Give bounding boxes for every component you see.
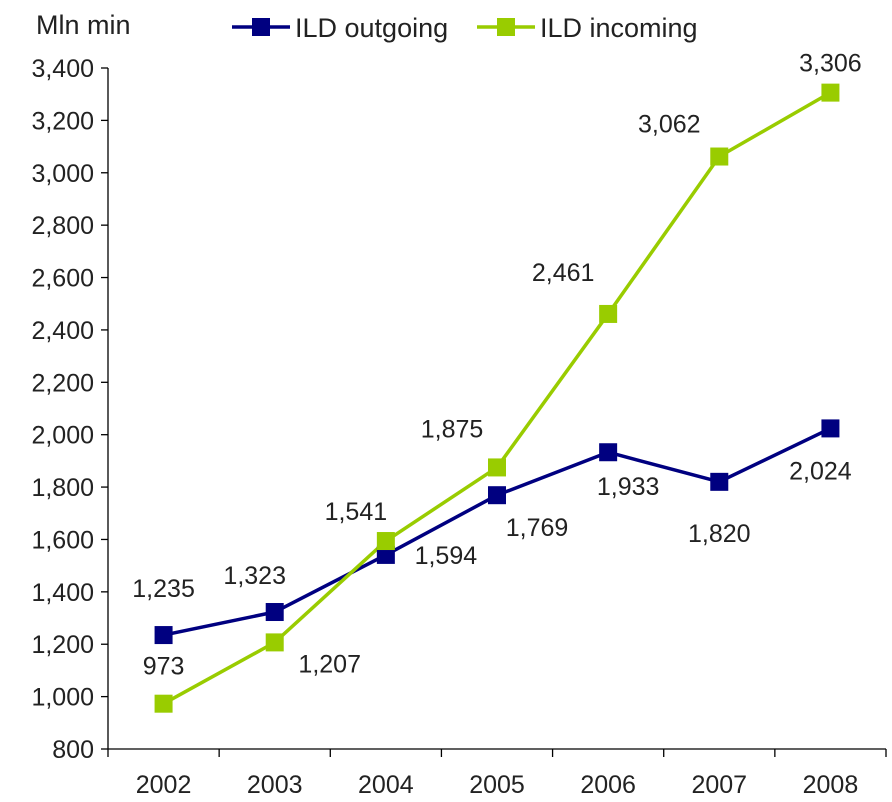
data-label: 1,875 xyxy=(421,415,484,443)
data-point-marker xyxy=(710,147,729,166)
data-point-marker xyxy=(154,626,173,645)
data-point-marker xyxy=(265,603,284,622)
x-tick-label: 2007 xyxy=(691,771,747,799)
x-tick-label: 2008 xyxy=(803,771,859,799)
data-point-marker xyxy=(154,694,173,713)
legend: ILD outgoing ILD incoming xyxy=(232,13,698,43)
y-tick-label: 2,200 xyxy=(31,369,94,397)
data-label: 1,769 xyxy=(506,514,569,542)
unit-label: Mln min xyxy=(36,10,131,40)
y-tick-label: 1,000 xyxy=(31,684,94,712)
data-point-marker xyxy=(710,472,729,491)
data-label: 1,235 xyxy=(132,575,195,603)
data-label: 973 xyxy=(143,653,185,681)
series-line-1 xyxy=(162,91,832,706)
legend-label-1: ILD incoming xyxy=(540,13,698,43)
y-tick-label: 800 xyxy=(52,736,94,764)
data-label: 1,933 xyxy=(597,473,660,501)
data-label: 2,461 xyxy=(532,259,595,287)
y-tick-label: 2,000 xyxy=(31,422,94,450)
data-point-marker xyxy=(488,486,506,505)
data-point-marker xyxy=(599,443,618,462)
data-label: 1,541 xyxy=(325,498,388,526)
y-tick-label: 3,400 xyxy=(31,55,94,83)
data-label: 1,594 xyxy=(415,542,478,570)
data-point-marker xyxy=(821,83,840,102)
data-label: 3,306 xyxy=(799,50,862,78)
axes: 800 1,000 1,200 1,400 1,600 1,800 2,000 2,200 2,… xyxy=(31,55,887,799)
x-tick-label: 2005 xyxy=(469,771,525,799)
legend-label-0: ILD outgoing xyxy=(295,13,448,43)
y-tick-label: 2,800 xyxy=(31,212,94,240)
data-label: 1,323 xyxy=(223,562,286,590)
data-point-marker xyxy=(376,532,395,551)
data-point-marker xyxy=(376,545,395,564)
data-label: 1,207 xyxy=(298,650,361,678)
data-point-marker xyxy=(488,458,506,477)
legend-marker-0 xyxy=(252,18,270,36)
y-tick-label: 1,200 xyxy=(31,631,94,659)
data-point-marker xyxy=(599,304,618,323)
x-tick-label: 2004 xyxy=(358,771,414,799)
data-label: 1,820 xyxy=(688,520,751,548)
y-tick-label: 1,600 xyxy=(31,526,94,554)
y-tick-label: 2,400 xyxy=(31,317,94,345)
data-point-marker xyxy=(265,633,284,652)
data-point-marker xyxy=(821,419,840,438)
data-label: 3,062 xyxy=(638,111,701,139)
y-tick-label: 1,400 xyxy=(31,579,94,607)
y-tick-label: 3,000 xyxy=(31,160,94,188)
data-label: 2,024 xyxy=(789,457,852,485)
data-labels: 1,235 1,323 1,541 1,769 1,933 1,820 2,024 973 1,… xyxy=(132,50,861,681)
y-tick-label: 1,800 xyxy=(31,474,94,502)
legend-marker-1 xyxy=(497,18,515,36)
y-tick-label: 3,200 xyxy=(31,107,94,135)
series-group xyxy=(154,83,840,713)
x-tick-label: 2002 xyxy=(136,771,192,799)
y-tick-label: 2,600 xyxy=(31,265,94,293)
x-tick-label: 2003 xyxy=(247,771,303,799)
x-tick-label: 2006 xyxy=(580,771,636,799)
